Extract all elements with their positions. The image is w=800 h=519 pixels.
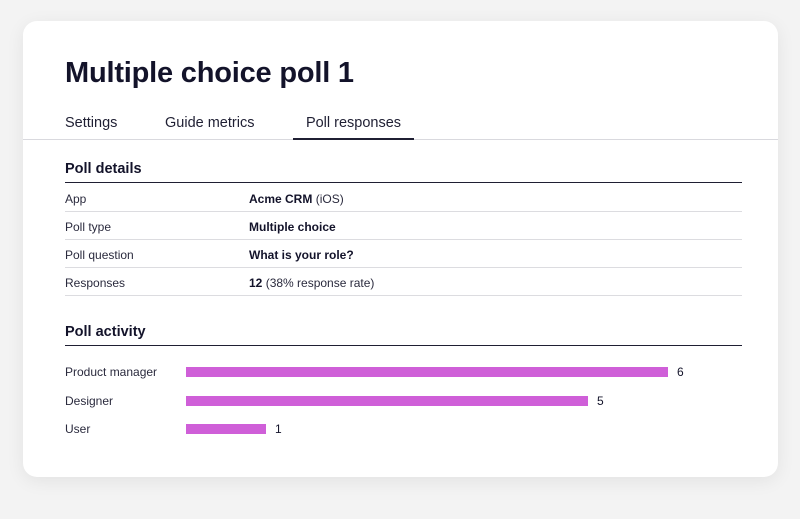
activity-bar-label: Designer bbox=[65, 394, 114, 408]
poll-details-table: App Acme CRM (iOS) Poll type Multiple ch… bbox=[65, 184, 742, 296]
details-label: Poll question bbox=[65, 248, 134, 262]
details-row-poll-type: Poll type Multiple choice bbox=[65, 212, 742, 240]
details-value: What is your role? bbox=[249, 248, 354, 262]
activity-bar-count: 6 bbox=[677, 365, 684, 379]
details-label: App bbox=[65, 192, 87, 206]
details-value: 12 (38% response rate) bbox=[249, 276, 374, 290]
details-label: Responses bbox=[65, 276, 126, 290]
details-row-poll-question: Poll question What is your role? bbox=[65, 240, 742, 268]
details-value-extra: (38% response rate) bbox=[262, 276, 375, 290]
details-value: Acme CRM (iOS) bbox=[249, 192, 344, 206]
activity-bar-track bbox=[186, 396, 668, 406]
poll-activity-divider bbox=[65, 345, 742, 346]
activity-bar-row: Product manager 6 bbox=[65, 362, 742, 382]
details-value-strong: What is your role? bbox=[249, 248, 354, 262]
activity-bar bbox=[186, 396, 588, 406]
poll-card: Multiple choice poll 1 Settings Guide me… bbox=[23, 21, 778, 477]
tab-settings[interactable]: Settings bbox=[65, 115, 118, 131]
poll-details-divider bbox=[65, 182, 742, 183]
activity-bar-row: Designer 5 bbox=[65, 391, 742, 411]
activity-bar-label: Product manager bbox=[65, 365, 158, 379]
details-row-app: App Acme CRM (iOS) bbox=[65, 184, 742, 212]
details-value-strong: Acme CRM bbox=[249, 192, 313, 206]
poll-activity-heading: Poll activity bbox=[65, 324, 146, 340]
details-value-strong: Multiple choice bbox=[249, 220, 336, 234]
activity-bar-count: 5 bbox=[597, 394, 604, 408]
activity-bar bbox=[186, 424, 266, 434]
page-title: Multiple choice poll 1 bbox=[65, 57, 354, 89]
tab-guide-metrics[interactable]: Guide metrics bbox=[165, 115, 255, 131]
activity-bar-track bbox=[186, 424, 668, 434]
details-row-responses: Responses 12 (38% response rate) bbox=[65, 268, 742, 296]
activity-bar-count: 1 bbox=[275, 422, 282, 436]
details-value: Multiple choice bbox=[249, 220, 336, 234]
activity-bar-row: User 1 bbox=[65, 419, 742, 439]
activity-bar bbox=[186, 367, 668, 377]
poll-details-heading: Poll details bbox=[65, 161, 142, 177]
activity-bar-track bbox=[186, 367, 668, 377]
tab-poll-responses[interactable]: Poll responses bbox=[293, 115, 414, 140]
tab-bar: Settings Guide metrics Poll responses bbox=[23, 113, 778, 140]
details-value-extra: (iOS) bbox=[312, 192, 344, 206]
details-label: Poll type bbox=[65, 220, 112, 234]
details-value-strong: 12 bbox=[249, 276, 263, 290]
activity-bar-label: User bbox=[65, 422, 91, 436]
